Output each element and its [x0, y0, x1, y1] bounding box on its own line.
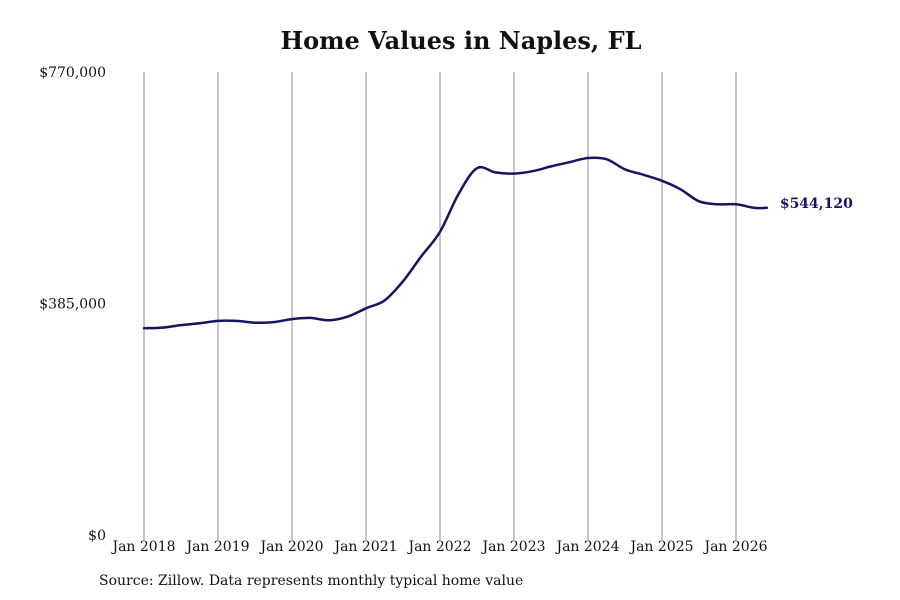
x-tick-label: Jan 2021 [332, 539, 397, 555]
x-tick-label: Jan 2024 [554, 539, 619, 555]
x-tick-label: Jan 2022 [406, 539, 471, 555]
chart-title: Home Values in Naples, FL [280, 26, 642, 55]
y-axis: $770,000 $385,000 $0 [39, 65, 106, 544]
x-tick-label: Jan 2023 [480, 539, 545, 555]
series-line [142, 156, 769, 330]
source-note: Source: Zillow. Data represents monthly … [99, 573, 524, 589]
x-tick-label: Jan 2025 [628, 539, 693, 555]
vertical-gridlines [143, 72, 737, 540]
x-tick-label: Jan 2019 [184, 539, 249, 555]
x-tick-label: Jan 2018 [110, 539, 175, 555]
series-layer: $544,120 [142, 156, 853, 330]
series-end-label: $544,120 [780, 196, 853, 212]
x-tick-label: Jan 2026 [702, 539, 767, 555]
y-tick-label: $0 [88, 528, 106, 544]
y-tick-label: $770,000 [39, 65, 106, 81]
x-axis: Jan 2018 Jan 2019 Jan 2020 Jan 2021 Jan 2022… [110, 539, 767, 555]
y-tick-label: $385,000 [39, 297, 106, 313]
x-tick-label: Jan 2020 [258, 539, 323, 555]
